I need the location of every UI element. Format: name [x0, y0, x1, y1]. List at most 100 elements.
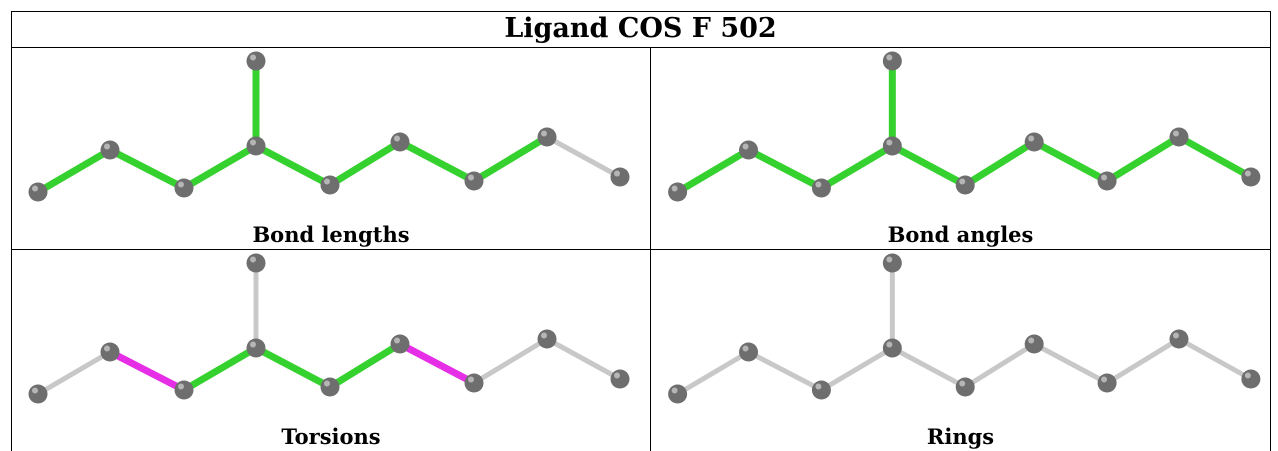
atom-highlight	[1244, 372, 1251, 379]
atom-highlight	[178, 383, 184, 390]
bond-gray	[471, 336, 550, 386]
atom	[1024, 132, 1044, 152]
atom	[955, 175, 975, 195]
atom	[1097, 171, 1117, 191]
atom	[320, 377, 340, 397]
atom	[320, 175, 340, 195]
panel-rings: Rings	[651, 250, 1278, 450]
atom-highlight	[32, 387, 38, 394]
atom-highlight	[250, 341, 256, 348]
bond-green	[745, 146, 825, 192]
atom	[246, 253, 266, 273]
panel-caption: Rings	[926, 424, 995, 449]
atom	[811, 380, 831, 400]
atom	[390, 132, 410, 152]
molecule-diagram-torsions	[28, 253, 630, 404]
panel-caption: Bond lengths	[252, 222, 410, 247]
atom-highlight	[671, 185, 678, 192]
atom-highlight	[959, 380, 966, 387]
bond-gray	[746, 349, 824, 393]
atom	[668, 182, 688, 202]
atom	[28, 182, 48, 202]
atom	[882, 338, 902, 358]
bond-gray	[675, 349, 752, 397]
bond-green	[961, 138, 1038, 189]
atom-highlight	[1244, 170, 1251, 177]
bond-gray	[544, 134, 623, 180]
atom	[1241, 369, 1261, 389]
bond-green	[817, 142, 896, 192]
atom	[537, 329, 557, 349]
bond-gray	[889, 345, 968, 390]
atom-highlight	[394, 337, 400, 344]
atom-highlight	[468, 376, 474, 383]
atom	[882, 253, 902, 273]
atom-highlight	[614, 372, 620, 379]
atom	[739, 342, 759, 362]
atom-highlight	[614, 170, 620, 177]
bond-green	[396, 138, 478, 185]
atom-highlight	[250, 139, 256, 146]
atom-highlight	[815, 181, 822, 188]
bond-green	[326, 340, 404, 391]
bond-green	[470, 133, 551, 185]
atom-highlight	[886, 256, 893, 263]
atom	[100, 342, 120, 362]
bond-green	[888, 142, 969, 189]
panel-bond-angles: Bond angles	[651, 48, 1278, 248]
atom	[1241, 167, 1261, 187]
molecule-diagram-bond-angles	[668, 51, 1261, 202]
atom	[1024, 334, 1044, 354]
panel-caption: Torsions	[281, 424, 381, 449]
bond-green	[180, 142, 260, 192]
bond-green	[252, 142, 334, 189]
atom-highlight	[541, 332, 547, 339]
atom	[464, 373, 484, 393]
bond-green	[326, 138, 404, 189]
frame-right-rule	[1270, 11, 1271, 451]
bond-gray	[818, 345, 895, 393]
molecule-diagram-bond-lengths	[28, 51, 630, 202]
atom	[955, 377, 975, 397]
frame-top-rule	[11, 11, 1271, 12]
atom	[246, 51, 266, 71]
bond-green	[34, 146, 114, 196]
atom-highlight	[32, 185, 38, 192]
atom	[610, 167, 630, 187]
atom-highlight	[1101, 376, 1108, 383]
atom-highlight	[1172, 332, 1179, 339]
atom-highlight	[671, 387, 678, 394]
figure-title: Ligand COS F 502	[504, 13, 777, 44]
atom-highlight	[1172, 130, 1179, 137]
atom	[882, 136, 902, 156]
atom-highlight	[394, 135, 400, 142]
atom-highlight	[1101, 174, 1108, 181]
frame-left-rule	[11, 11, 12, 451]
atom	[246, 136, 266, 156]
bond-green	[252, 344, 334, 391]
atom-highlight	[742, 143, 749, 150]
bond-gray	[35, 349, 113, 397]
atom	[390, 334, 410, 354]
atom-highlight	[324, 178, 330, 185]
bond-green	[1175, 133, 1255, 181]
atom	[537, 127, 557, 147]
bond-gray	[1031, 341, 1110, 386]
bond-magenta	[396, 340, 478, 387]
atom	[668, 384, 688, 404]
panel-bond-lengths: Bond lengths	[12, 48, 650, 248]
atom-highlight	[178, 181, 184, 188]
atom-highlight	[886, 341, 893, 348]
bond-green	[1030, 138, 1111, 185]
atom	[1169, 127, 1189, 147]
column-divider	[650, 47, 651, 451]
atom	[1097, 373, 1117, 393]
atom	[28, 384, 48, 404]
bond-gray	[962, 341, 1037, 390]
panel-torsions: Torsions	[12, 250, 650, 450]
atom	[882, 51, 902, 71]
atom	[174, 380, 194, 400]
bond-green	[180, 344, 260, 394]
atom-highlight	[1028, 337, 1035, 344]
atom	[811, 178, 831, 198]
